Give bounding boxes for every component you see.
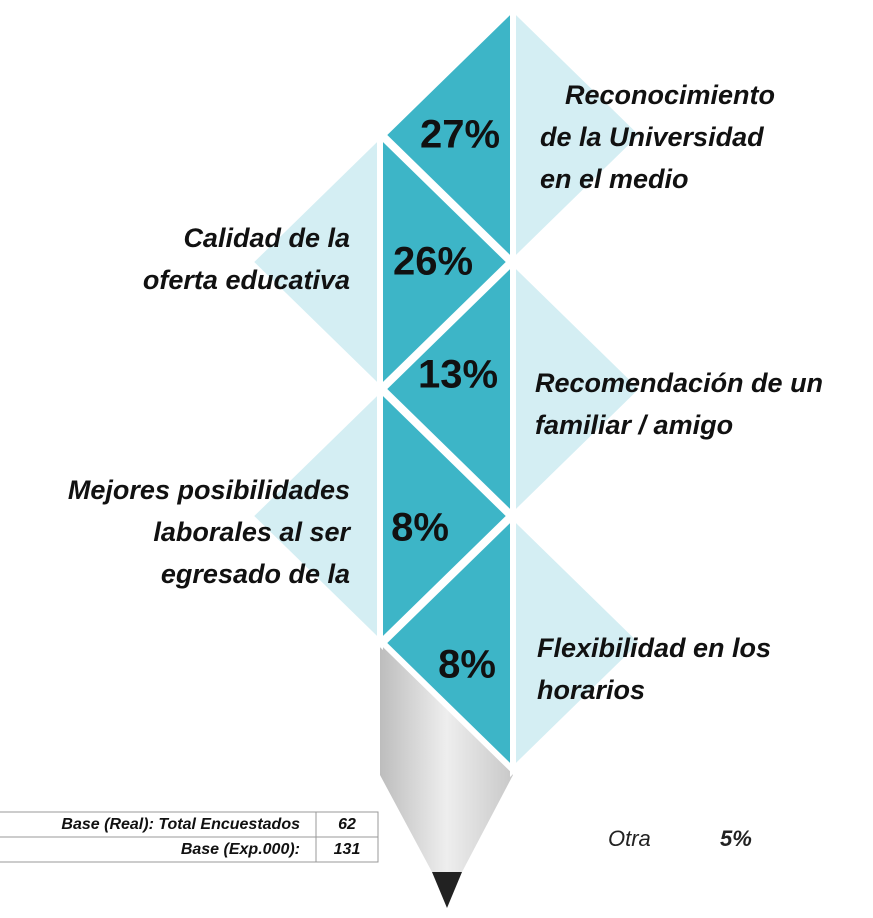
percentage: 27% — [420, 113, 500, 157]
other-value: 5% — [720, 826, 752, 851]
diamond-light — [245, 381, 383, 651]
percentage: 13% — [418, 353, 498, 397]
percentage: 26% — [393, 240, 473, 284]
item-label: Reconocimiento — [565, 80, 775, 110]
other-label: Otra — [608, 826, 651, 851]
item-label: en el medio — [540, 164, 689, 194]
item-label: familiar / amigo — [535, 410, 733, 440]
item-label: Recomendación de un — [535, 368, 823, 398]
item-label: Calidad de la — [183, 223, 350, 253]
item-label: oferta educativa — [143, 265, 350, 295]
percentage: 8% — [438, 643, 496, 687]
diamond-teal — [378, 508, 516, 778]
item-label: Flexibilidad en los — [537, 633, 771, 663]
table-cell: 131 — [334, 841, 361, 858]
diamonds — [245, 0, 648, 778]
item-label: egresado de la — [161, 559, 350, 589]
percentage: 8% — [391, 506, 449, 550]
item-label: Mejores posibilidades — [68, 475, 350, 505]
labels: 27% Reconocimiento de la Universidad en el … — [68, 80, 823, 705]
base-table: Base (Real): Total Encuestados 62 Base (… — [0, 811, 379, 863]
item-label: horarios — [537, 675, 645, 705]
diamond-light — [245, 127, 383, 397]
pencil-tip — [432, 872, 462, 908]
table-cell: Base (Real): Total Encuestados — [61, 816, 300, 833]
item-label: de la Universidad — [540, 122, 764, 152]
table-cell: 62 — [338, 816, 356, 833]
table-cell: Base (Exp.000): — [181, 841, 300, 858]
item-label: laborales al ser — [153, 517, 351, 547]
